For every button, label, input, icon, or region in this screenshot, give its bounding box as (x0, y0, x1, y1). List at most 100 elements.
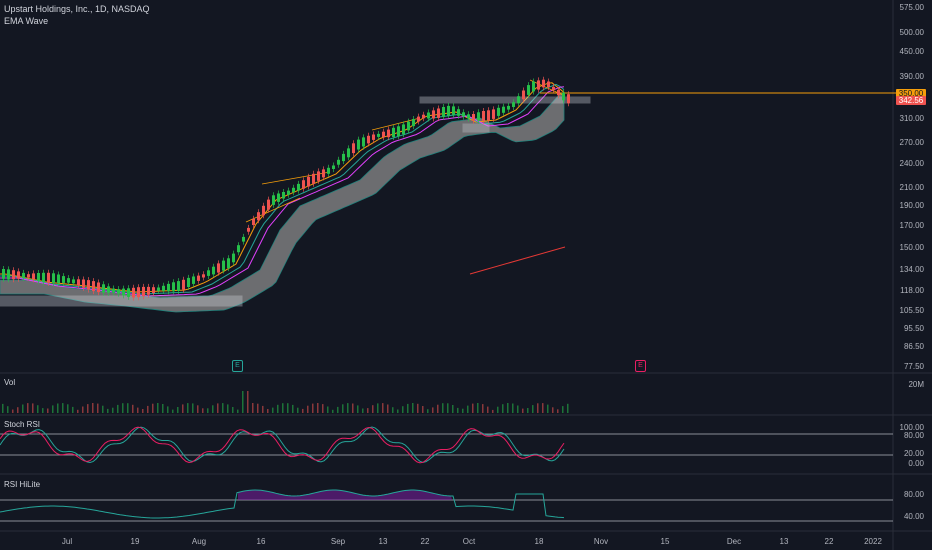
candle-body (32, 273, 35, 280)
candle-body (557, 89, 560, 96)
volume-bar (207, 408, 209, 413)
volume-bar (482, 404, 484, 413)
candle-body (337, 159, 340, 165)
volume-bar (282, 403, 284, 413)
volume-bar (212, 405, 214, 413)
candle-body (282, 192, 285, 199)
stoch-k-line (0, 426, 565, 464)
earnings-event-icon[interactable]: E (232, 360, 243, 372)
candle-body (52, 273, 55, 283)
volume-bar (62, 403, 64, 413)
volume-bar (127, 403, 129, 413)
candle-body (77, 279, 80, 286)
date-tick: 16 (256, 537, 266, 546)
candle-body (57, 274, 60, 284)
volume-bar (412, 403, 414, 413)
candle-body (132, 287, 135, 298)
candle-body (177, 281, 180, 291)
volume-bar (117, 404, 119, 413)
candle-body (67, 278, 70, 283)
volume-bar (427, 409, 429, 413)
ema-ribbon-band (0, 91, 565, 313)
volume-bar (162, 404, 164, 413)
candle-body (287, 190, 290, 195)
candle-body (247, 227, 250, 232)
candle-body (117, 289, 120, 294)
candle-body (62, 276, 65, 283)
price-tick: 105.50 (899, 306, 924, 315)
candle-body (517, 96, 520, 104)
date-tick: Nov (593, 537, 609, 546)
stoch-rsi-pane-title[interactable]: Stoch RSI (4, 420, 41, 429)
volume-bar (32, 403, 34, 413)
candle-body (217, 263, 220, 273)
price-tick: 240.00 (899, 159, 924, 168)
candle-body (502, 106, 505, 113)
volume-bar (217, 403, 219, 413)
candle-body (427, 112, 430, 119)
volume-bar (227, 404, 229, 413)
candle-body (147, 286, 150, 295)
candle-body (302, 180, 305, 189)
candle-body (172, 282, 175, 292)
candle-body (257, 212, 260, 221)
candle-body (382, 131, 385, 138)
date-tick: 22 (420, 537, 430, 546)
volume-bar (37, 405, 39, 413)
volume-bar (512, 403, 514, 413)
volume-bar (202, 408, 204, 413)
candle-body (487, 110, 490, 121)
candle-body (107, 286, 110, 293)
candle-body (262, 205, 265, 216)
volume-bar (462, 408, 464, 413)
volume-bar (137, 407, 139, 413)
volume-bar (82, 406, 84, 413)
volume-bar (132, 404, 134, 413)
candle-body (272, 195, 275, 205)
volume-bar (52, 405, 54, 413)
volume-bar (362, 408, 364, 413)
candle-body (387, 129, 390, 138)
volume-bar (372, 405, 374, 413)
volume-bar (487, 406, 489, 413)
rsi-hilite-pane-title[interactable]: RSI HiLite (4, 480, 41, 489)
candle-body (232, 253, 235, 263)
candle-body (277, 193, 280, 202)
candle-body (87, 280, 90, 290)
indicator-label[interactable]: EMA Wave (4, 16, 49, 26)
candle-body (532, 81, 535, 92)
candle-body (27, 274, 30, 278)
candle-body (237, 245, 240, 253)
rsi-hilite-lines (0, 489, 893, 522)
resistance-zone-box (419, 96, 591, 104)
volume-bar (97, 403, 99, 413)
earnings-upcoming-icon[interactable]: E (635, 360, 646, 372)
volume-bar (422, 406, 424, 413)
date-tick: 13 (779, 537, 789, 546)
stoch-d-line (0, 426, 565, 464)
volume-pane-title[interactable]: Vol (4, 378, 16, 387)
volume-bar (257, 403, 259, 413)
volume-bar (542, 403, 544, 413)
volume-bar (122, 403, 124, 413)
volume-bar (87, 404, 89, 413)
volume-bar (267, 409, 269, 413)
candle-body (162, 285, 165, 291)
candle-body (367, 135, 370, 144)
volume-bar (457, 407, 459, 413)
volume-bar (537, 403, 539, 413)
candle-body (412, 119, 415, 127)
date-tick: 18 (534, 537, 544, 546)
volume-bar (467, 405, 469, 413)
candle-body (2, 269, 5, 279)
volume-bar (557, 409, 559, 413)
date-tick: Oct (462, 537, 476, 546)
candle-body (327, 167, 330, 174)
candle-body (197, 275, 200, 281)
volume-bar (502, 404, 504, 413)
candle-body (397, 126, 400, 137)
volume-bar (57, 403, 59, 413)
candles (2, 76, 570, 301)
volume-bar (297, 407, 299, 413)
